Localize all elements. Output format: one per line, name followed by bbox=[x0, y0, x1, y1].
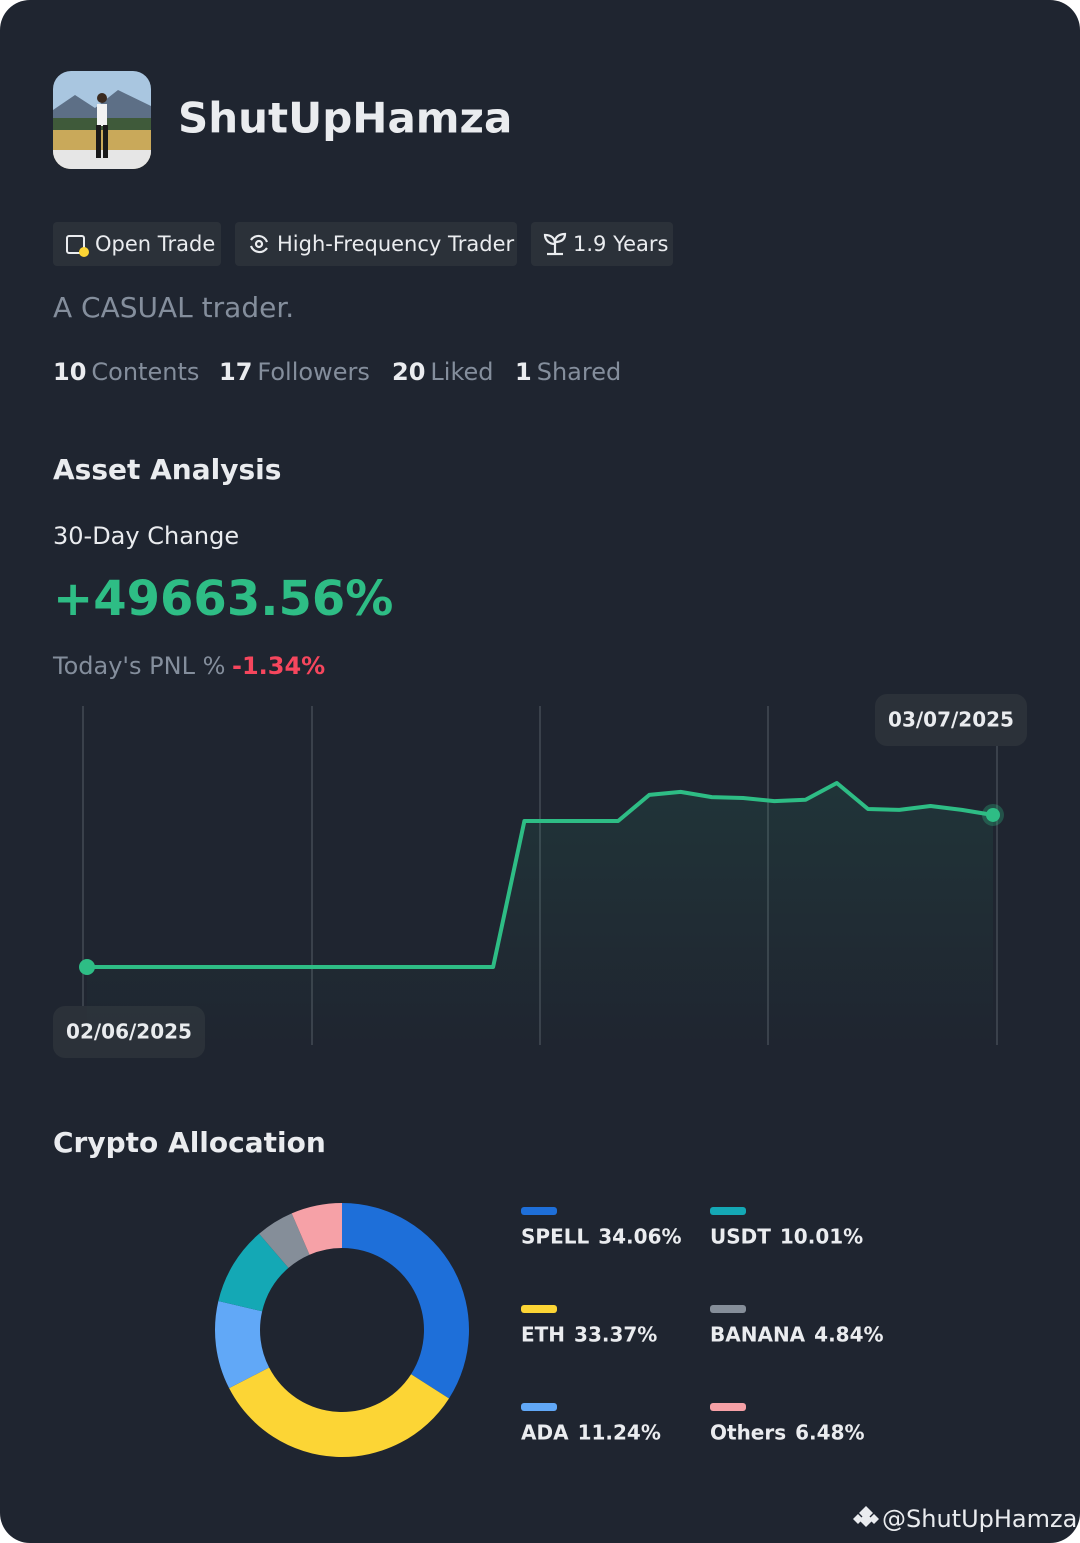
donut-chart: SPELL 34.06% ETH 33.37% ADA 11.24% USDT 10.01% B… bbox=[215, 1203, 884, 1457]
watermark: @ShutUpHamza bbox=[882, 1505, 1077, 1533]
badge-icon bbox=[66, 235, 89, 257]
legend-swatch bbox=[710, 1403, 746, 1411]
stat-count: 10 bbox=[53, 358, 86, 386]
badge-label: Open Trade bbox=[95, 232, 215, 256]
watermark-logo bbox=[853, 1506, 879, 1527]
legend-value: 10.01% bbox=[780, 1225, 863, 1249]
donut-segment bbox=[259, 1213, 310, 1268]
legend-swatch bbox=[710, 1207, 746, 1215]
legend-swatch bbox=[710, 1305, 746, 1313]
stat-count: 1 bbox=[515, 358, 532, 386]
donut-segment bbox=[291, 1203, 342, 1255]
legend-label: ETH bbox=[521, 1323, 565, 1347]
end-point bbox=[986, 807, 1000, 822]
legend-value: 6.48% bbox=[795, 1421, 864, 1445]
avatar bbox=[53, 71, 151, 169]
stat-label: Shared bbox=[537, 358, 622, 386]
legend-label: USDT bbox=[710, 1225, 771, 1249]
legend-label: ADA bbox=[521, 1421, 569, 1445]
end-date: 03/07/2025 bbox=[888, 708, 1014, 732]
legend-label: Others bbox=[710, 1421, 786, 1445]
legend-value: 33.37% bbox=[574, 1323, 657, 1347]
stat-label: Liked bbox=[430, 358, 493, 386]
stat-label: Followers bbox=[257, 358, 369, 386]
pnl-label: Today's PNL % bbox=[52, 652, 225, 680]
donut-segment bbox=[229, 1367, 449, 1457]
legend-swatch bbox=[521, 1305, 557, 1313]
legend-swatch bbox=[521, 1403, 557, 1411]
section-title: Crypto Allocation bbox=[53, 1126, 326, 1159]
change-label: 30-Day Change bbox=[53, 522, 239, 550]
area bbox=[87, 783, 993, 1045]
legend-value: 34.06% bbox=[598, 1225, 681, 1249]
legend-swatch bbox=[521, 1207, 557, 1215]
donut-segment bbox=[218, 1233, 289, 1312]
badge-icon bbox=[249, 234, 269, 254]
stat-count: 20 bbox=[392, 358, 425, 386]
badge bbox=[531, 222, 673, 266]
badge bbox=[53, 222, 221, 266]
section-title: Asset Analysis bbox=[53, 453, 281, 486]
bio: A CASUAL trader. bbox=[53, 291, 294, 324]
donut-segment bbox=[342, 1203, 470, 1399]
pnl-value: -1.34% bbox=[232, 652, 325, 680]
legend-label: SPELL bbox=[521, 1225, 589, 1249]
stat-label: Contents bbox=[91, 358, 199, 386]
change-value: +49663.56% bbox=[53, 571, 393, 627]
badge bbox=[235, 222, 517, 266]
legend-label: BANANA bbox=[710, 1323, 806, 1347]
legend-value: 11.24% bbox=[578, 1421, 661, 1445]
stat-count: 17 bbox=[219, 358, 252, 386]
badge-icon bbox=[543, 232, 567, 256]
line bbox=[87, 781, 994, 969]
date-tooltip bbox=[875, 694, 1027, 746]
badge-label: High-Frequency Trader bbox=[277, 232, 514, 256]
badge-label: 1.9 Years bbox=[573, 232, 668, 256]
donut-segment bbox=[215, 1300, 270, 1389]
profile-name: ShutUpHamza bbox=[178, 94, 512, 143]
start-point bbox=[79, 959, 95, 975]
line-chart bbox=[79, 781, 1004, 1045]
legend-value: 4.84% bbox=[814, 1323, 883, 1347]
